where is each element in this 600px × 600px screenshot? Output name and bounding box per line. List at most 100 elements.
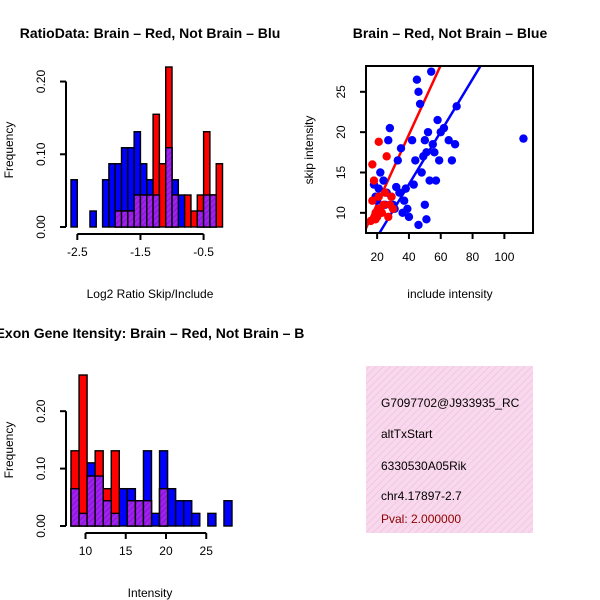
scatter-point-notbrain: [439, 123, 449, 133]
scatter-point-notbrain: [399, 196, 409, 205]
scatter-point-notbrain: [519, 134, 528, 143]
hist-bar-notbrain: [223, 500, 233, 527]
hist-bar-notbrain: [166, 487, 177, 527]
hist-bar-overlap: [139, 194, 148, 228]
scatter-point-notbrain: [403, 204, 412, 213]
hist-bar-overlap: [134, 500, 145, 527]
hist-bar-notbrain: [118, 487, 129, 527]
scatter-title: Brain – Red, Not Brain – Blue: [353, 25, 548, 41]
scatter-point-brain: [377, 208, 387, 218]
y-tick-label: 0.10: [34, 457, 48, 481]
scatter-point-notbrain: [414, 87, 423, 97]
scatter-point-brain: [384, 212, 393, 222]
hist-bar-overlap: [133, 194, 142, 228]
scatter-point-notbrain: [384, 136, 393, 145]
info-panel: G7097702@J933935_RC altTxStart 6330530A0…: [366, 366, 533, 533]
scatter-point-notbrain: [385, 123, 395, 133]
hist-bar-brain: [78, 374, 88, 527]
hist-bar-notbrain: [191, 512, 201, 527]
scatter-point-notbrain: [428, 140, 437, 149]
scatter-point-notbrain: [415, 99, 425, 109]
ratio-histogram-panel: RatioData: Brain – Red, Not Brain – Blu …: [2, 25, 280, 301]
ratio-histogram-title: RatioData: Brain – Red, Not Brain – Blu: [20, 25, 281, 41]
intensity-histogram-title: Exon Gene Itensity: Brain – Red, Not Bra…: [0, 325, 304, 341]
scatter-point-notbrain: [447, 156, 457, 165]
hist-bar-brain: [215, 163, 224, 228]
y-tick-label: 20: [334, 125, 348, 139]
hist-bar-notbrain: [207, 512, 217, 527]
hist-bar-overlap: [78, 512, 88, 527]
scatter-point-notbrain: [401, 184, 410, 193]
hist-bar-brain: [190, 210, 198, 228]
intensity-histogram-bars: [70, 374, 233, 527]
scatter-point-notbrain: [427, 67, 436, 76]
hist-bar-overlap: [165, 147, 173, 228]
info-panel-background: [366, 366, 533, 533]
x-tick-label: 40: [402, 250, 416, 264]
scatter-point-notbrain: [444, 136, 453, 145]
scatter-point-notbrain: [452, 102, 461, 111]
scatter-points: [366, 67, 528, 230]
scatter-point-brain: [382, 152, 391, 161]
hist-bar-brain: [158, 163, 167, 228]
hist-bar-notbrain: [101, 179, 110, 228]
info-pval: Pval: 2.000000: [381, 512, 461, 526]
ratio-histogram-xlabel: Log2 Ratio Skip/Include: [87, 287, 214, 301]
y-tick-label: 25: [334, 85, 348, 99]
hist-bar-overlap: [142, 500, 153, 527]
hist-bar-overlap: [209, 194, 217, 228]
scatter-point-brain: [387, 192, 396, 201]
scatter-point-notbrain: [422, 215, 431, 224]
hist-bar-overlap: [70, 487, 80, 527]
scatter-point-notbrain: [433, 115, 442, 125]
x-tick-label: 10: [79, 544, 93, 558]
intensity-histogram-ylabel: Frequency: [2, 422, 16, 479]
scatter-point-notbrain: [393, 156, 403, 165]
info-gene-symbol: 6330530A05Rik: [381, 459, 467, 473]
intensity-histogram-panel: Exon Gene Itensity: Brain – Red, Not Bra…: [0, 325, 304, 600]
hist-bar-notbrain: [108, 163, 116, 228]
hist-bar-overlap: [102, 500, 112, 527]
scatter-point-brain: [369, 176, 379, 185]
scatter-point-brain: [374, 137, 383, 147]
hist-bar-overlap: [110, 512, 121, 527]
scatter-point-notbrain: [404, 212, 414, 222]
scatter-point-notbrain: [395, 188, 404, 197]
scatter-point-notbrain: [420, 136, 430, 145]
ratio-histogram-ylabel: Frequency: [2, 122, 16, 179]
scatter-point-brain: [380, 188, 390, 197]
hist-bar-overlap: [114, 210, 123, 228]
y-tick-label: 15: [334, 165, 348, 179]
hist-bar-overlap: [94, 475, 104, 527]
scatter-point-notbrain: [430, 148, 439, 157]
x-tick-label: -1.5: [130, 245, 151, 259]
x-tick-label: 60: [434, 250, 448, 264]
hist-bar-overlap: [127, 210, 135, 228]
scatter-point-brain: [368, 160, 377, 169]
x-tick-label: 15: [119, 544, 133, 558]
scatter-point-notbrain: [396, 144, 406, 153]
scatter-point-notbrain: [434, 156, 444, 165]
hist-bar-overlap: [171, 194, 180, 228]
scatter-point-notbrain: [411, 156, 420, 165]
scatter-point-notbrain: [376, 168, 385, 177]
x-tick-label: 25: [200, 544, 214, 558]
hist-bar-overlap: [120, 210, 129, 228]
scatter-xlabel: include intensity: [407, 287, 492, 301]
y-tick-label: 0.10: [34, 142, 48, 166]
y-tick-label: 0.00: [34, 215, 48, 239]
scatter-point-brain: [379, 200, 388, 209]
hist-bar-overlap: [152, 194, 161, 228]
scatter-point-notbrain: [450, 140, 460, 149]
info-event-type: altTxStart: [381, 427, 433, 441]
scatter-point-notbrain: [425, 176, 434, 185]
hist-bar-notbrain: [150, 512, 161, 527]
hist-bar-notbrain: [177, 194, 186, 228]
scatter-point-brain: [368, 196, 377, 205]
ratio-histogram-bars: [70, 66, 224, 228]
hist-bar-notbrain: [89, 210, 97, 228]
scatter-point-notbrain: [379, 176, 388, 185]
info-location: chr4.17897-2.7: [381, 489, 462, 503]
x-tick-label: 20: [159, 544, 173, 558]
scatter-point-notbrain: [407, 136, 417, 145]
